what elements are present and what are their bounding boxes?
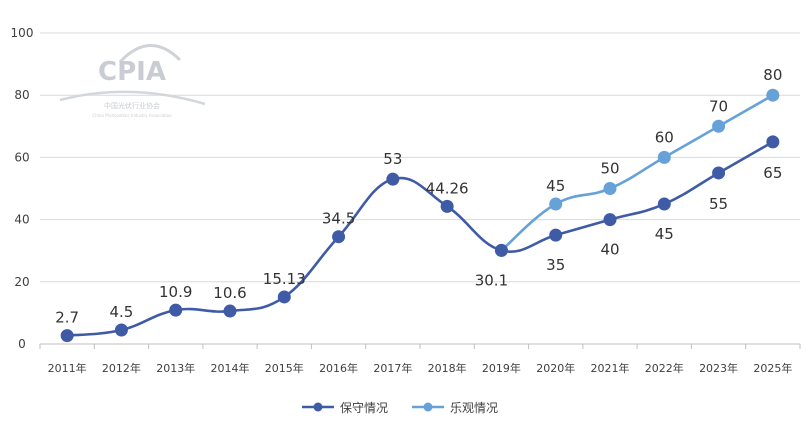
data-label-conservative: 45	[655, 225, 674, 243]
x-tick-label: 2014年	[211, 361, 250, 375]
data-point-conservative	[766, 135, 780, 149]
data-label-optimistic: 45	[546, 177, 565, 195]
data-label-conservative: 34.5	[322, 210, 355, 228]
data-label-conservative: 53	[383, 150, 402, 168]
x-tick-label: 2021年	[591, 361, 630, 375]
data-point-optimistic	[549, 197, 563, 211]
data-point-conservative	[657, 197, 671, 211]
data-label-conservative: 40	[600, 241, 619, 259]
data-label-conservative: 30.1	[475, 271, 508, 289]
data-point-conservative	[223, 304, 237, 318]
series-markers	[60, 88, 780, 343]
x-tick-label: 2025年	[753, 361, 792, 375]
x-tick-label: 2018年	[428, 361, 467, 375]
data-point-conservative	[549, 228, 563, 242]
data-point-conservative	[169, 303, 183, 317]
x-tick-label: 2012年	[102, 361, 141, 375]
cpia-watermark: CPIA 中国光伏行业协会 China Photovoltaic Industr…	[59, 44, 206, 118]
data-point-optimistic	[657, 150, 671, 164]
data-point-conservative	[386, 172, 400, 186]
data-labels: 2.7 4.5 10.9 10.6 15.13 34.5 53 44.26 30.1 35 40 45…	[55, 66, 782, 326]
data-label-conservative: 55	[709, 195, 728, 213]
x-tick-label: 2016年	[319, 361, 358, 375]
data-label-conservative: 10.6	[213, 284, 246, 302]
data-point-conservative	[494, 243, 508, 257]
watermark-logo: CPIA	[98, 57, 166, 87]
y-tick-label: 60	[14, 150, 29, 164]
axes: 0 20 40 60 80 100 2011年 2012年 2013年 2014年 2015年 201…	[11, 26, 801, 375]
data-label-conservative: 44.26	[426, 179, 469, 197]
data-label-optimistic: 60	[655, 128, 674, 146]
x-tick-label: 2015年	[265, 361, 304, 375]
x-tick-label: 2020年	[536, 361, 575, 375]
legend: 保守情况 乐观情况	[302, 401, 498, 415]
data-point-optimistic	[712, 119, 726, 133]
x-tick-label: 2017年	[373, 361, 412, 375]
data-label-optimistic: 50	[600, 160, 619, 178]
y-tick-label: 80	[14, 88, 29, 102]
data-point-conservative	[332, 230, 346, 244]
watermark-org-en: China Photovoltaic Industry Association	[92, 113, 172, 118]
x-tick-label: 2019年	[482, 361, 521, 375]
y-tick-label: 0	[18, 337, 26, 351]
data-label-conservative: 65	[763, 164, 782, 182]
data-point-conservative	[277, 290, 291, 304]
data-label-conservative: 2.7	[55, 309, 79, 327]
watermark-arc	[118, 44, 182, 64]
x-tick-label: 2013年	[156, 361, 195, 375]
legend-optimistic-marker	[423, 402, 433, 412]
x-tick-label: 2011年	[48, 361, 87, 375]
legend-optimistic-label: 乐观情况	[450, 401, 498, 415]
y-tick-label: 40	[14, 213, 29, 227]
data-point-conservative	[712, 166, 726, 180]
data-label-optimistic: 80	[763, 66, 782, 84]
legend-conservative-label: 保守情况	[340, 401, 388, 415]
data-point-optimistic	[766, 88, 780, 102]
y-tick-label: 20	[14, 275, 29, 289]
watermark-swoosh	[59, 90, 206, 106]
legend-conservative-marker	[313, 402, 323, 412]
series-line-conservative	[65, 140, 775, 337]
data-point-conservative	[440, 199, 454, 213]
data-label-conservative: 10.9	[159, 283, 192, 301]
data-point-optimistic	[603, 182, 617, 195]
data-point-conservative	[60, 329, 74, 343]
data-label-conservative: 35	[546, 256, 565, 274]
x-tick-label: 2022年	[645, 361, 684, 375]
y-tick-label: 100	[11, 26, 34, 40]
data-label-conservative: 15.13	[263, 270, 306, 288]
data-label-conservative: 4.5	[109, 303, 133, 321]
x-tick-label: 2023年	[699, 361, 738, 375]
watermark-org-cn: 中国光伏行业协会	[104, 101, 160, 110]
data-point-conservative	[603, 213, 617, 227]
data-label-optimistic: 70	[709, 97, 728, 115]
data-point-conservative	[114, 323, 128, 337]
series-line-optimistic	[500, 93, 775, 252]
